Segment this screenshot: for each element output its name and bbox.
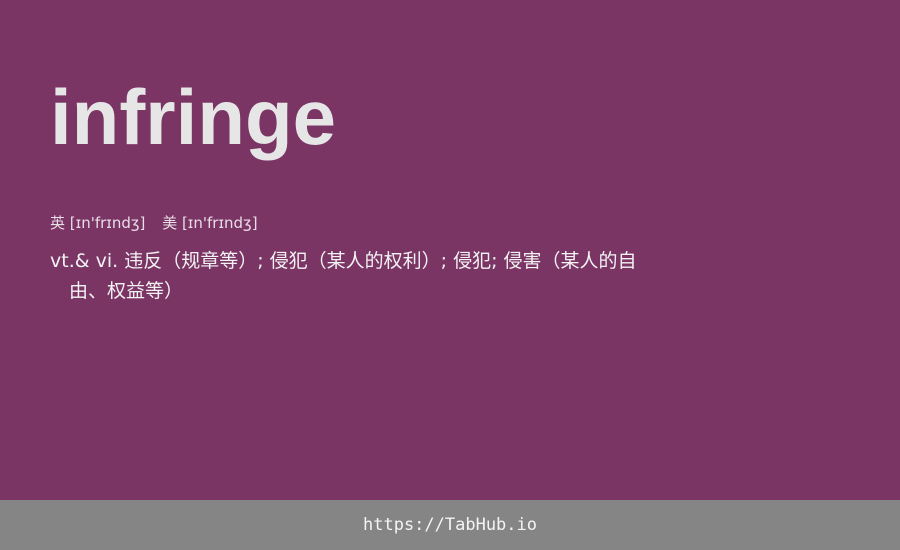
definition-line-2: 由、权益等）: [69, 280, 184, 302]
phonetic-british: 英 [ɪn'frɪndʒ]: [50, 214, 146, 232]
word-card: infringe 英 [ɪn'frɪndʒ] 美 [ɪn'frɪndʒ] vt.…: [50, 73, 670, 306]
definition-line-1: vt.& vi. 违反（规章等）; 侵犯（某人的权利）; 侵犯; 侵害（某人的自: [50, 250, 637, 272]
headword: infringe: [50, 73, 336, 161]
definition: vt.& vi. 违反（规章等）; 侵犯（某人的权利）; 侵犯; 侵害（某人的自…: [50, 246, 670, 306]
tabhub-link[interactable]: https://TabHub.io: [363, 515, 537, 535]
phonetics-row: 英 [ɪn'frɪndʒ] 美 [ɪn'frɪndʒ]: [50, 212, 270, 234]
phonetic-american: 美 [ɪn'frɪndʒ]: [162, 214, 258, 232]
footer-bar: https://TabHub.io: [0, 500, 900, 550]
